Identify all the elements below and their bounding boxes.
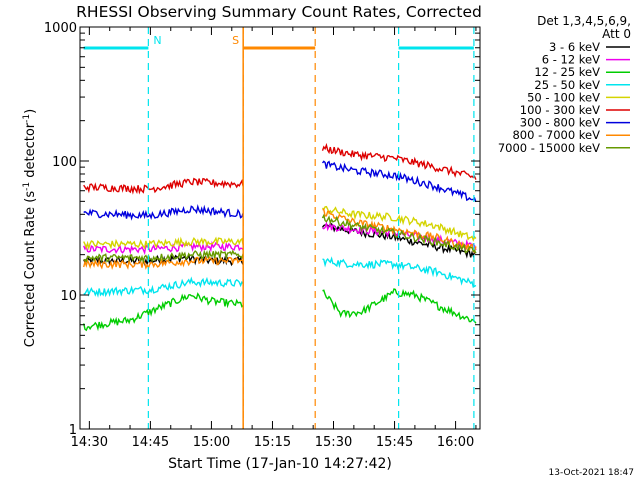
y-axis-label: Corrected Count Rate (s-1 detector-1) [22,109,38,347]
legend-label-6: 300 - 800 keV [520,116,600,130]
y-label-main: Corrected Count Rate (s [23,191,38,348]
legend-label-1: 6 - 12 keV [542,53,600,67]
series-line-4-1 [83,236,244,251]
flag-0: N [83,27,162,429]
x-tick-label-3: 15:15 [254,435,291,450]
series-line-5-2 [321,142,477,180]
legend-label-3: 25 - 50 keV [534,78,600,92]
series-line-6-2 [321,160,477,203]
series-line-7-1 [83,255,244,270]
y-label-sup2: -1 [22,114,32,123]
y-tick-label-2: 100 [52,155,77,170]
timestamp: 13-Oct-2021 18:47 [549,468,634,478]
y-tick-label-1: 10 [60,289,77,304]
series-line-3-1 [83,276,244,298]
series-line-8-1 [83,249,244,264]
series-3 [83,256,477,298]
series-6 [83,160,477,221]
series-7 [83,208,477,270]
flag-label-0: N [153,34,161,47]
legend-label-4: 50 - 100 keV [527,90,600,104]
y-tick-label-3: 1000 [44,21,77,36]
legend-header-attenuator: Att 0 [602,27,631,41]
y-label-end: ) [23,109,38,114]
legend-label-0: 3 - 6 keV [549,40,600,54]
y-tick-label-0: 1 [69,423,77,438]
chart-title: RHESSI Observing Summary Count Rates, Co… [76,3,482,21]
flag-label-1: S [232,34,239,47]
series-5 [83,142,477,195]
plot-frame [79,26,481,430]
flag-2 [398,27,475,429]
y-label-sup1: -1 [22,182,32,191]
series-4 [83,205,477,251]
y-label-mid: detector [23,122,38,182]
x-tick-label-5: 15:45 [376,435,413,450]
series-line-6-1 [83,203,244,221]
legend-label-7: 800 - 7000 keV [512,128,600,142]
series-line-4-2 [322,205,477,242]
legend-header-detectors: Det 1,3,4,5,6,9, [537,14,631,28]
x-axis-label: Start Time (17-Jan-10 14:27:42) [168,456,392,472]
legend-label-8: 7000 - 15000 keV [498,141,600,155]
series-line-1-1 [83,240,244,256]
x-tick-label-0: 14:30 [71,435,108,450]
x-tick-label-4: 15:30 [315,435,352,450]
series-line-2-1 [83,292,244,332]
x-tick-label-1: 14:45 [132,435,169,450]
ticks-layer: 14:30 14:45 15:00 15:15 15:30 15:45 16:00 1 10 10… [44,21,480,450]
series-line-3-2 [322,256,477,289]
legend-label-2: 12 - 25 keV [534,65,600,79]
x-tick-label-2: 15:00 [193,435,230,450]
x-tick-label-6: 16:00 [437,435,474,450]
series-line-7-2 [322,208,477,253]
legend-label-5: 100 - 300 keV [520,103,600,117]
series-line-5-1 [83,177,244,195]
series-layer [83,142,477,332]
